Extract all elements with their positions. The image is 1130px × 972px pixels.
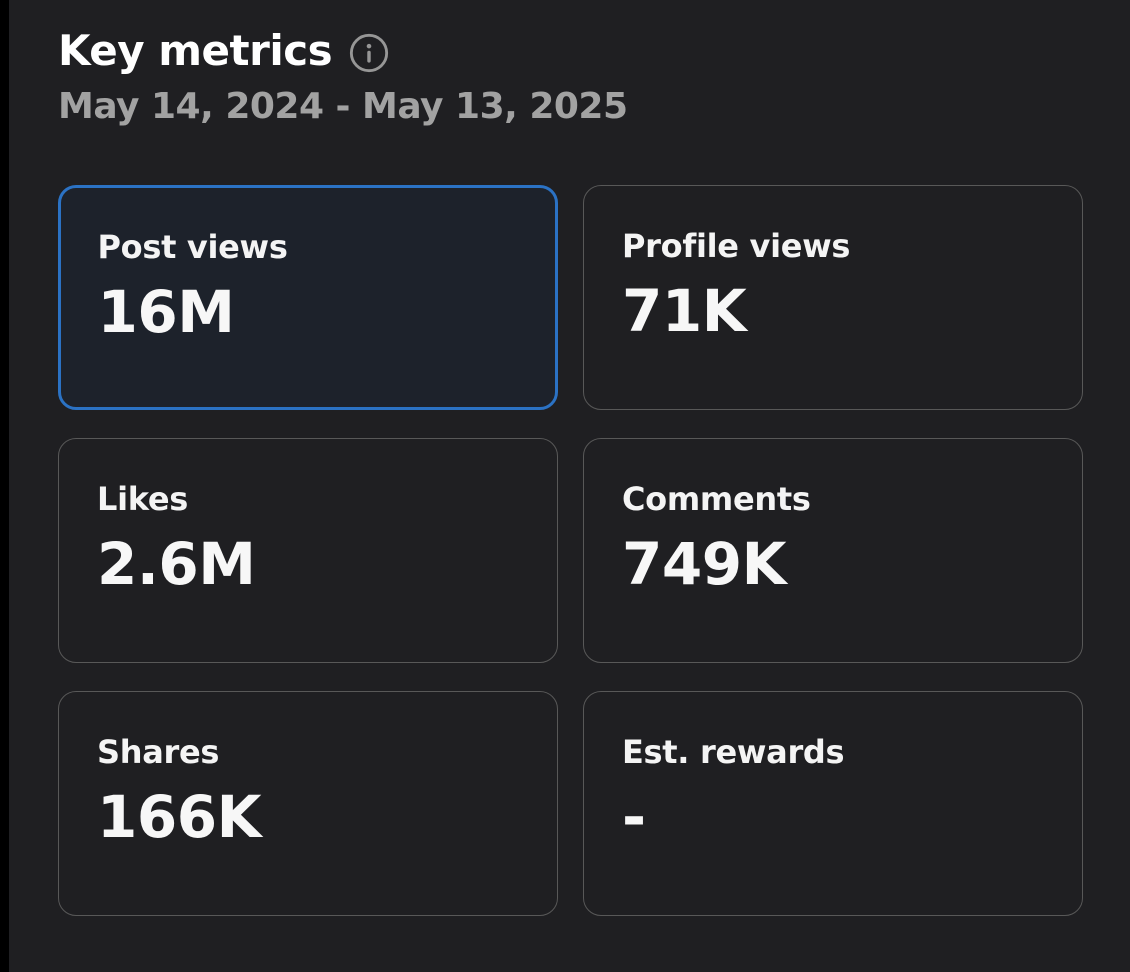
left-edge-bar [0, 0, 9, 972]
header: Key metrics [58, 26, 1083, 76]
metric-card-profile-views[interactable]: Profile views 71K [583, 185, 1083, 411]
metric-label: Shares [97, 733, 220, 772]
metric-value: 166K [97, 783, 262, 852]
metric-card-shares[interactable]: Shares 166K [58, 691, 558, 917]
metric-label: Profile views [622, 227, 851, 266]
metric-card-likes[interactable]: Likes 2.6M [58, 438, 558, 664]
metric-card-est-rewards[interactable]: Est. rewards - [583, 691, 1083, 917]
metric-label: Est. rewards [622, 733, 845, 772]
metric-card-post-views[interactable]: Post views 16M [58, 185, 558, 411]
metrics-grid: Post views 16M Profile views 71K Likes 2… [58, 185, 1083, 917]
metric-value: 749K [622, 530, 787, 599]
metric-label: Comments [622, 480, 811, 519]
metric-label: Post views [97, 227, 288, 266]
metric-label: Likes [97, 480, 189, 519]
metric-value: - [622, 783, 646, 852]
page-title: Key metrics [58, 26, 333, 75]
metric-value: 16M [97, 277, 235, 346]
date-range: May 14, 2024 - May 13, 2025 [58, 86, 628, 128]
content-area: Key metrics May 14, 2024 - May 13, 2025 … [58, 26, 1083, 917]
metric-value: 2.6M [97, 530, 256, 599]
info-circle-icon[interactable] [348, 32, 390, 74]
metric-value: 71K [622, 277, 747, 346]
metric-card-comments[interactable]: Comments 749K [583, 438, 1083, 664]
